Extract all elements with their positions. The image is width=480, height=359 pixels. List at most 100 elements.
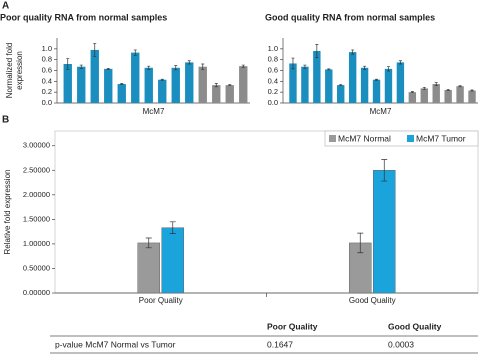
y-tick-label: 0.0 (42, 98, 52, 107)
bar (456, 86, 464, 103)
bar (325, 69, 333, 103)
table-cell: 0.0003 (388, 339, 414, 349)
bar (360, 67, 369, 103)
legend-label: McM7 Normal (338, 133, 391, 143)
bar (384, 68, 393, 103)
y-axis-label: Normalized foldexpression (5, 43, 24, 99)
error-bar (398, 60, 402, 65)
error-bar (228, 84, 232, 87)
error-bar (145, 237, 152, 249)
legend-swatch (407, 135, 414, 142)
legend-box (324, 130, 479, 147)
panel-label: A (2, 1, 9, 12)
error-bar (106, 67, 110, 70)
bar (198, 66, 207, 103)
bar (104, 68, 113, 103)
y-tick-label: 0.0 (268, 98, 278, 107)
x-tick-label: Good Quality (349, 296, 396, 305)
error-bar (351, 49, 355, 55)
error-bar (422, 86, 426, 90)
error-bar (470, 89, 474, 92)
error-bar (381, 159, 388, 182)
chart-title: Good quality RNA from normal samples (265, 12, 435, 22)
error-bar (386, 66, 390, 72)
table-cell: 0.1647 (267, 339, 293, 349)
error-bar (93, 43, 97, 57)
error-bar (187, 60, 191, 65)
bar (301, 66, 309, 103)
bar (420, 88, 428, 103)
error-bar (160, 78, 164, 81)
bar (117, 84, 126, 103)
y-tick-label: 0.6 (268, 65, 278, 74)
bar (396, 62, 405, 103)
error-bar (363, 65, 367, 70)
bar (212, 85, 221, 103)
error-bar (339, 84, 343, 87)
bar (131, 52, 140, 103)
legend-swatch (329, 135, 336, 142)
x-tick-label: Poor Quality (139, 296, 183, 305)
y-tick-label: 3.00000 (23, 141, 50, 150)
error-bar (327, 68, 331, 71)
error-bar (458, 85, 462, 88)
error-bar (357, 232, 364, 254)
y-tick-label: 0.8 (268, 55, 278, 64)
bar (171, 67, 180, 103)
plot-frame (54, 130, 479, 294)
bar (444, 90, 452, 103)
y-tick-label: 2.00000 (23, 190, 50, 199)
error-bar (174, 65, 178, 71)
error-bar (446, 89, 450, 91)
bar (137, 242, 160, 294)
bar (468, 90, 476, 103)
y-tick-label: 0.50000 (23, 263, 50, 272)
y-tick-label: 0.2 (268, 87, 278, 96)
bar (408, 92, 417, 103)
y-axis-label: Relative fold expression (3, 170, 12, 255)
bar (373, 170, 396, 294)
error-bar (201, 63, 205, 70)
y-tick-label: 1.0 (42, 44, 52, 53)
error-bar (303, 64, 307, 69)
table-cell: p-value McM7 Normal vs Tumor (55, 339, 176, 349)
error-bar (120, 83, 124, 85)
error-bar (169, 221, 176, 234)
error-bar (291, 57, 295, 70)
x-axis-label: McM7 (143, 107, 165, 116)
chart-title: Poor quality RNA from normal samples (0, 12, 167, 22)
y-tick-label: 0.8 (42, 55, 52, 64)
y-tick-label: 2.50000 (23, 165, 50, 174)
error-bar (214, 83, 218, 88)
bar (144, 67, 153, 103)
bar (432, 84, 440, 103)
y-tick-label: 1.00000 (23, 239, 50, 248)
bar (90, 49, 99, 103)
error-bar (66, 58, 70, 70)
error-bar (410, 91, 414, 94)
bar (185, 62, 194, 103)
error-bar (241, 64, 245, 68)
table-header: Poor Quality (267, 321, 318, 331)
y-tick-label: 0.4 (268, 76, 278, 85)
y-tick-label: 0.6 (42, 65, 52, 74)
bar (348, 52, 357, 103)
bar (161, 227, 184, 294)
error-bar (434, 82, 438, 87)
y-tick-label: 0.00000 (23, 288, 50, 297)
error-bar (133, 49, 137, 56)
bar (313, 51, 321, 103)
bar (372, 79, 381, 103)
bar (158, 79, 167, 103)
bar (63, 64, 72, 103)
bar (239, 66, 248, 103)
panel-label: B (2, 115, 9, 126)
bar (225, 85, 234, 103)
x-axis-label: McM7 (370, 107, 392, 116)
y-tick-label: 0.4 (42, 76, 52, 85)
y-tick-label: 0.2 (42, 87, 52, 96)
table-header: Good Quality (388, 321, 442, 331)
error-bar (315, 44, 319, 58)
y-tick-label: 1.50000 (23, 214, 50, 223)
